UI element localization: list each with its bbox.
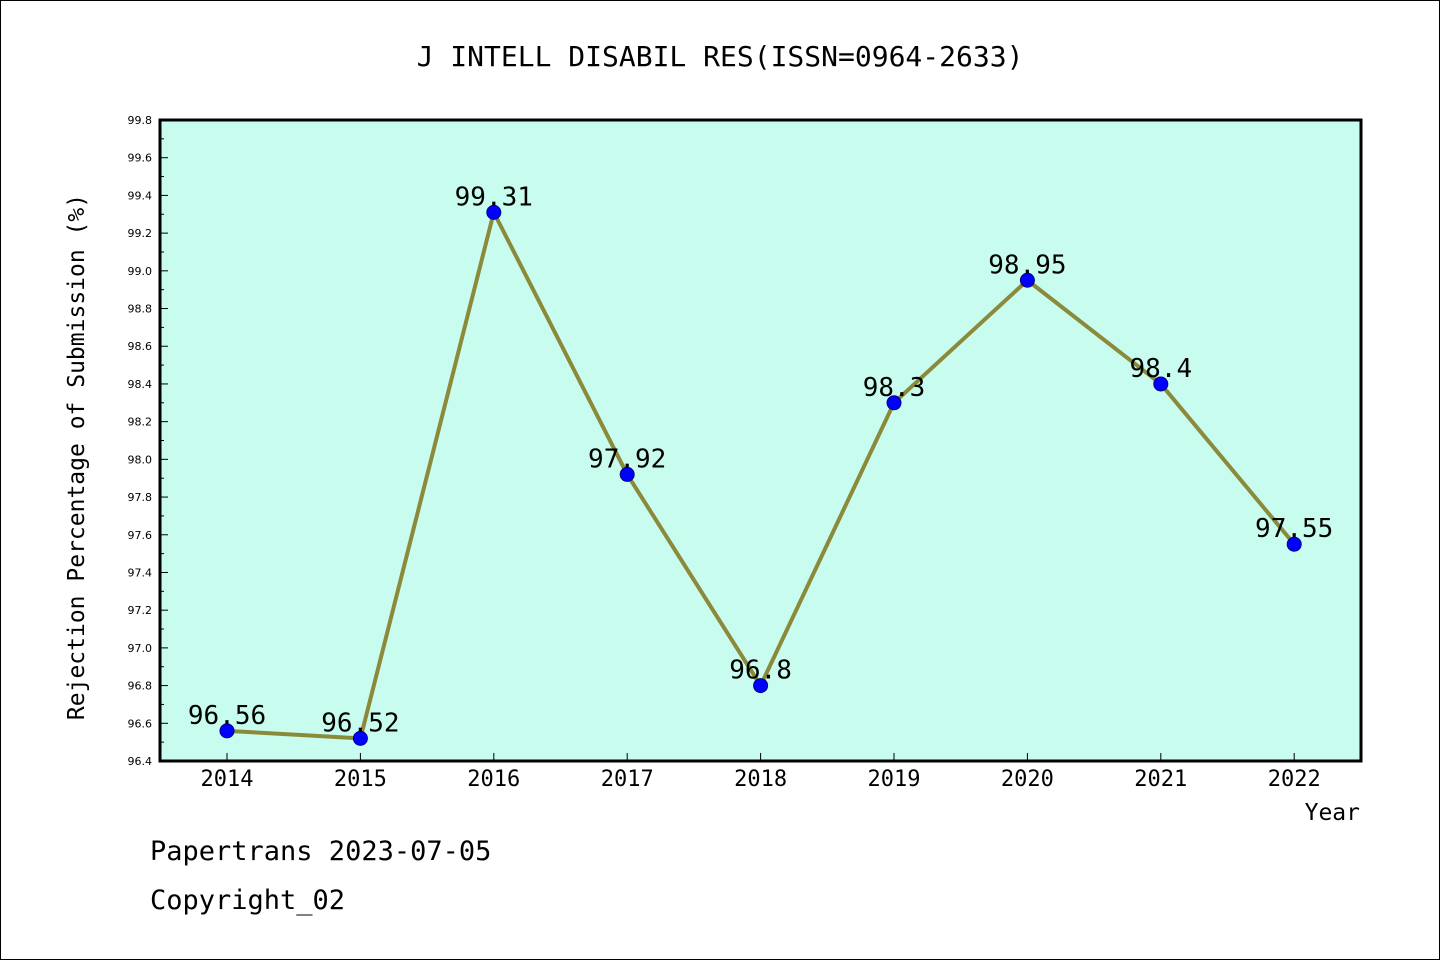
y-axis-label: Rejection Percentage of Submission (%): [64, 194, 90, 720]
data-point: [1153, 376, 1169, 392]
data-label: 96.8: [729, 656, 792, 686]
x-tick-label: 2015: [334, 767, 387, 792]
y-tick-label: 99.2: [128, 227, 153, 240]
x-axis-label: Year: [1305, 800, 1360, 826]
x-tick-label: 2022: [1268, 767, 1321, 792]
data-point: [886, 395, 902, 411]
x-tick-label: 2018: [734, 767, 787, 792]
plot-area: [158, 118, 1363, 763]
data-point: [486, 204, 502, 220]
y-tick-label: 98.6: [128, 340, 153, 353]
y-tick-label: 98.8: [128, 303, 153, 316]
y-tick-label: 97.2: [128, 604, 153, 617]
x-tick-label: 2019: [868, 767, 921, 792]
y-tick-label: 97.0: [128, 642, 153, 655]
y-tick-label: 99.4: [128, 189, 153, 202]
y-tick-label: 99.0: [128, 265, 153, 278]
y-tick-label: 97.8: [128, 491, 153, 504]
x-tick-label: 2016: [467, 767, 520, 792]
data-point: [1286, 536, 1302, 552]
data-point: [219, 723, 235, 739]
data-label: 97.55: [1255, 514, 1333, 544]
data-point: [1019, 272, 1035, 288]
y-tick-label: 98.0: [128, 453, 153, 466]
data-point: [352, 730, 368, 746]
data-label: 99.31: [455, 182, 533, 212]
y-tick-label: 96.6: [128, 717, 153, 730]
footer-date: Papertrans 2023-07-05: [150, 836, 492, 867]
footer-copyright: Copyright_02: [150, 885, 346, 916]
data-label: 98.95: [988, 250, 1066, 280]
data-label: 98.4: [1129, 354, 1192, 384]
y-tick-label: 96.4: [128, 755, 153, 768]
x-tick-label: 2017: [601, 767, 654, 792]
data-label: 96.52: [321, 708, 399, 738]
data-label: 96.56: [188, 701, 266, 731]
y-tick-label: 97.4: [128, 566, 153, 579]
y-tick-label: 99.6: [128, 152, 153, 165]
y-tick-label: 97.6: [128, 529, 153, 542]
y-tick-label: 99.8: [128, 114, 153, 127]
x-tick-label: 2021: [1134, 767, 1187, 792]
y-axis: 96.4 96.6 96.8 97.0 97.2 97.4 97.6 97.8 98.0 98.2…: [128, 114, 168, 768]
data-label: 98.3: [863, 373, 926, 403]
x-axis: 2014 2015 2016 2017 2018 2019 2020 2021 2022: [201, 753, 1321, 792]
data-series: [219, 204, 1302, 746]
chart-title: J INTELL DISABIL RES(ISSN=0964-2633): [417, 40, 1024, 73]
data-labels: 96.56 96.52 99.31 97.92 96.8 98.3 98.95 98.4 97.…: [188, 182, 1333, 738]
x-tick-label: 2020: [1001, 767, 1054, 792]
data-label: 97.92: [588, 444, 666, 474]
x-tick-label: 2014: [201, 767, 254, 792]
y-tick-label: 96.8: [128, 680, 153, 693]
data-point: [753, 678, 769, 694]
y-tick-label: 98.2: [128, 416, 153, 429]
data-point: [619, 466, 635, 482]
y-tick-label: 98.4: [128, 378, 153, 391]
